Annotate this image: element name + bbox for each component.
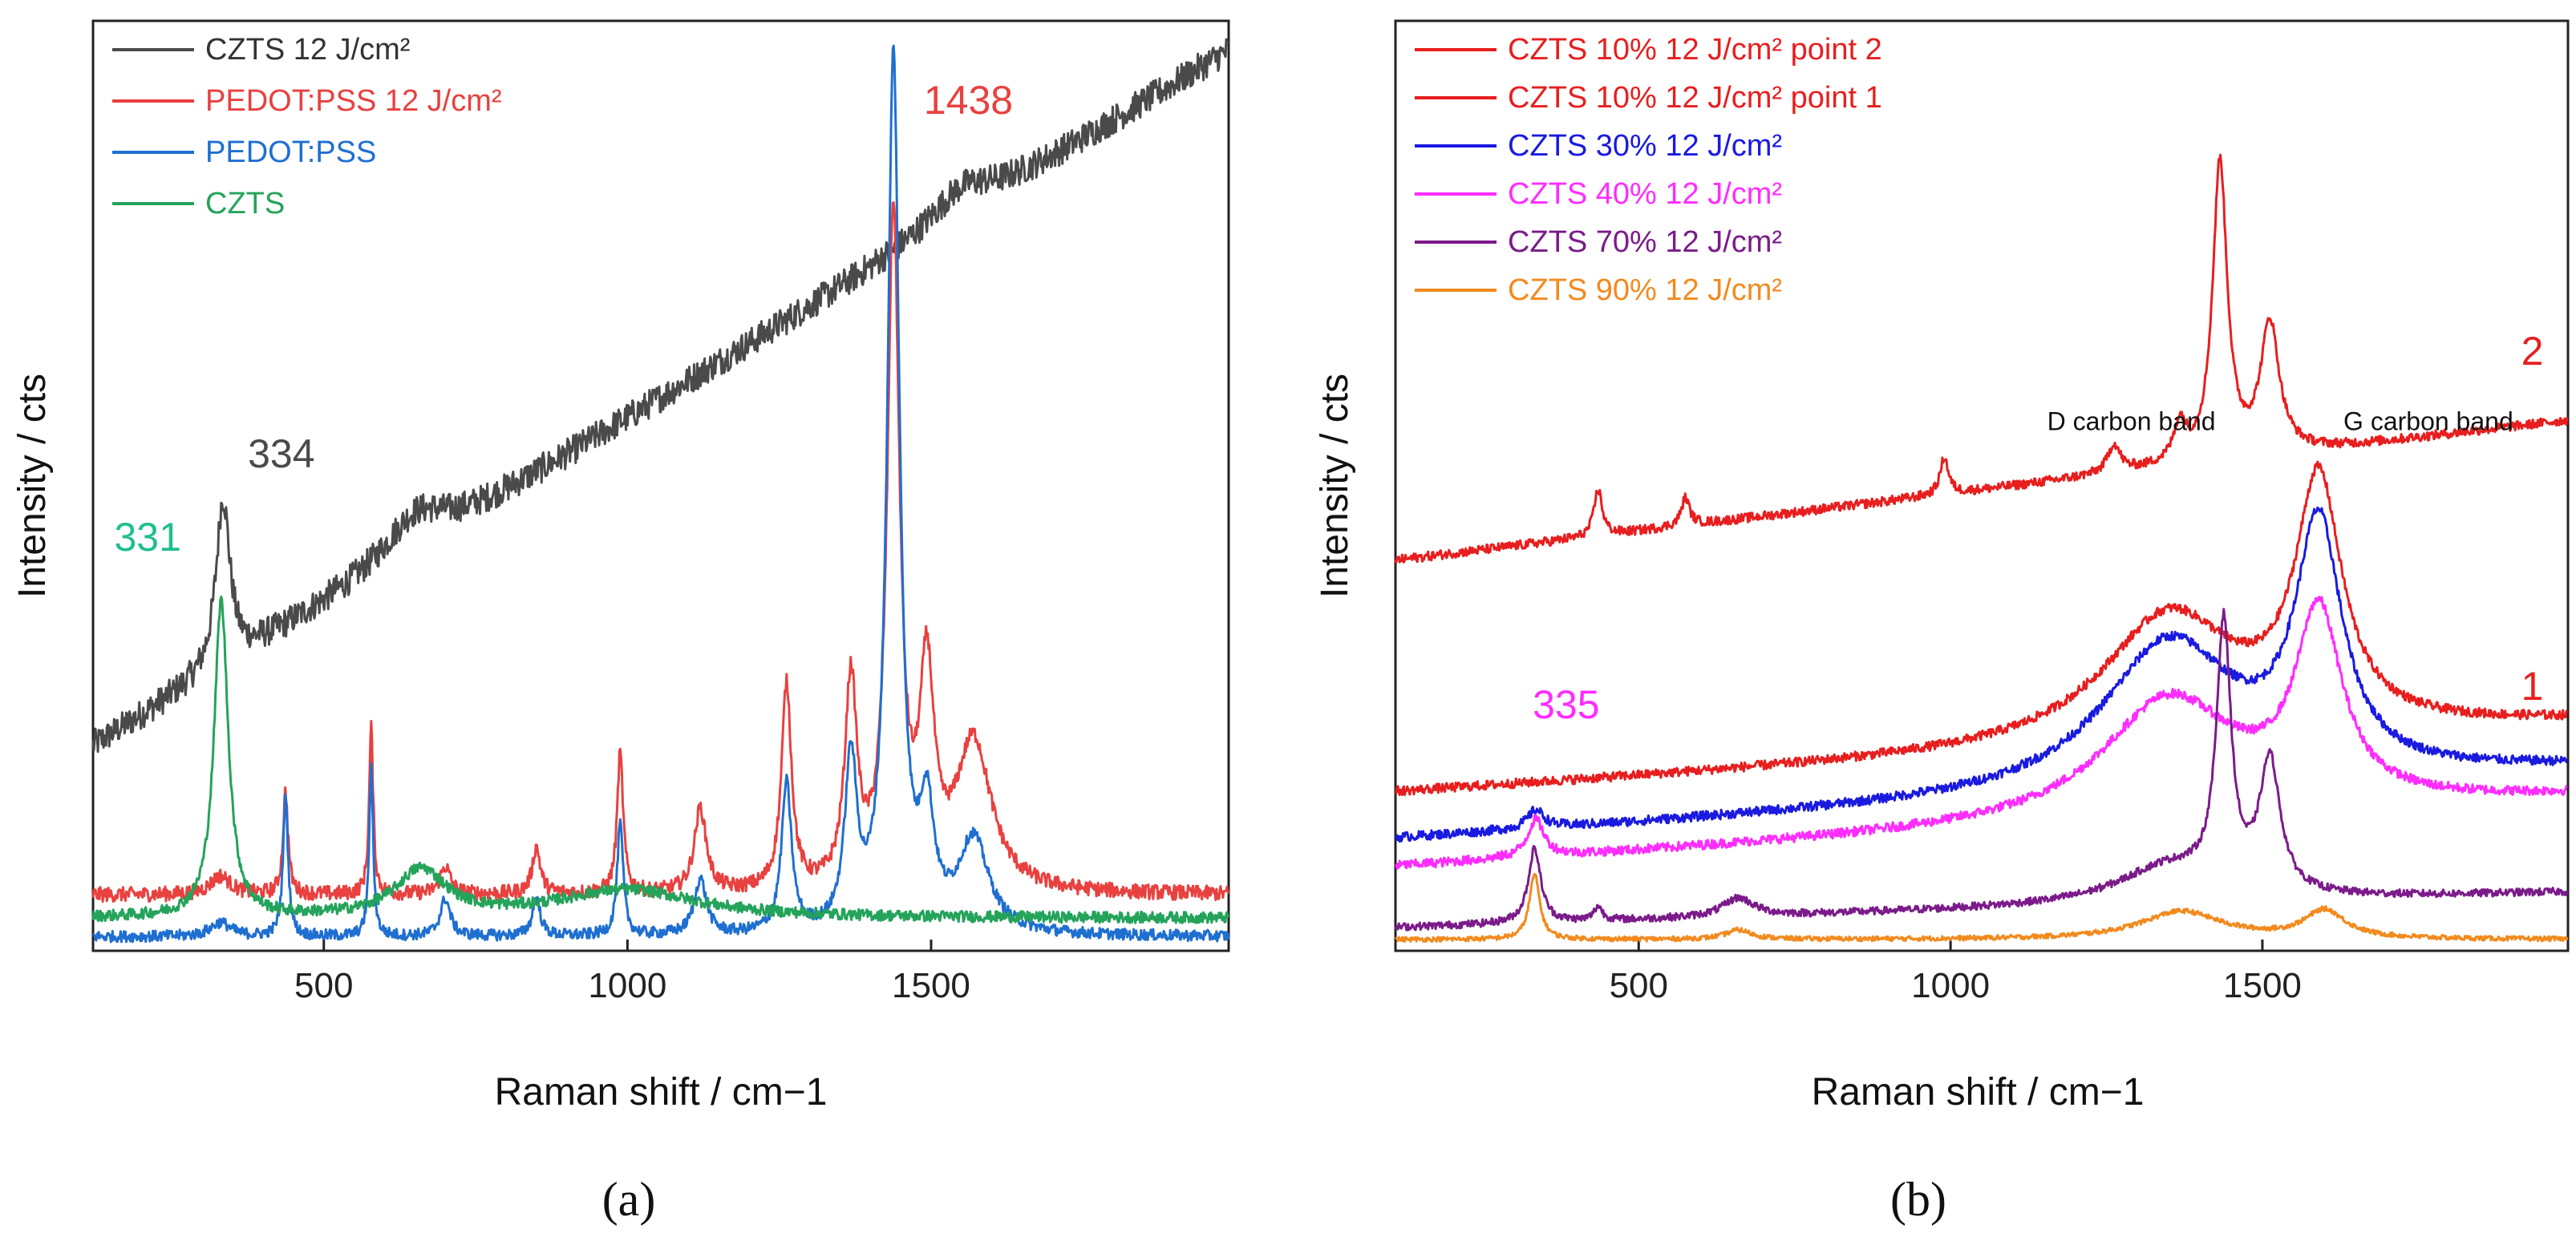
- x-tick-label: 1000: [588, 966, 666, 1005]
- annotation-label: 1438: [924, 78, 1013, 123]
- panel-a: 500 1000 1500 334 331 1438 CZTS 12 J/cm² PEDO…: [11, 19, 1230, 1226]
- panel-b: 500 1000 1500 335 2 1 D carbon band G carbon b…: [1314, 19, 2570, 1226]
- panel-b-ylabel: Intensity / cts: [1314, 374, 1356, 598]
- panel-b-plot-frame: [1394, 19, 2570, 952]
- series-line-2: [1394, 506, 2569, 843]
- x-tick-label: 1000: [1911, 966, 1990, 1005]
- series-line-5: [1394, 872, 2569, 943]
- panel-a-ylabel: Intensity / cts: [11, 374, 54, 598]
- legend-label: PEDOT:PSS 12 J/cm²: [205, 84, 502, 118]
- annotation-label: D carbon band: [2047, 406, 2216, 435]
- panel-b-xlabel: Raman shift / cm−1: [1812, 1071, 2145, 1114]
- legend-label: PEDOT:PSS: [205, 135, 376, 169]
- x-tick-label: 500: [294, 966, 353, 1005]
- legend-label: CZTS 90% 12 J/cm²: [1508, 273, 1782, 307]
- panel-b-annotations: 335 2 1 D carbon band G carbon band: [1533, 329, 2543, 727]
- series-line-3: [1395, 596, 2568, 870]
- legend-label: CZTS 12 J/cm²: [205, 33, 410, 67]
- panel-a-plot-frame: [91, 19, 1230, 952]
- panel-b-series: [1394, 153, 2569, 943]
- panel-a-annotations: 334 331 1438: [115, 78, 1014, 560]
- panel-b-label: (b): [1890, 1173, 1946, 1226]
- annotation-label: 2: [2521, 329, 2544, 374]
- series-line-0: [91, 38, 1230, 754]
- series-line-2: [92, 44, 1230, 944]
- x-tick-label: 1500: [2223, 966, 2302, 1005]
- series-line-0: [1394, 153, 2569, 564]
- annotation-label: 335: [1533, 682, 1599, 727]
- series-line-4: [1394, 608, 2569, 932]
- legend-label: CZTS 30% 12 J/cm²: [1508, 129, 1782, 163]
- panel-b-x-ticks: 500 1000 1500: [1610, 940, 2302, 1005]
- panel-a-label: (a): [602, 1173, 656, 1226]
- legend-label: CZTS 70% 12 J/cm²: [1508, 225, 1782, 259]
- legend-label: CZTS 10% 12 J/cm² point 2: [1508, 33, 1882, 67]
- legend-label: CZTS 40% 12 J/cm²: [1508, 177, 1782, 211]
- annotation-label: 334: [248, 431, 314, 476]
- panel-a-series: [91, 38, 1230, 944]
- annotation-label: 1: [2521, 664, 2544, 709]
- x-tick-label: 500: [1610, 966, 1668, 1005]
- panel-a-x-ticks: 500 1000 1500: [294, 940, 970, 1005]
- x-tick-label: 1500: [892, 966, 970, 1005]
- annotation-label: G carbon band: [2343, 406, 2513, 435]
- series-line-1: [1395, 460, 2569, 796]
- panel-a-xlabel: Raman shift / cm−1: [495, 1071, 828, 1114]
- panel-b-legend: CZTS 10% 12 J/cm² point 2 CZTS 10% 12 J/c…: [1415, 33, 1882, 307]
- annotation-label: 331: [115, 515, 181, 560]
- legend-label: CZTS: [205, 187, 285, 220]
- series-line-3: [91, 595, 1230, 924]
- legend-label: CZTS 10% 12 J/cm² point 1: [1508, 81, 1882, 115]
- panel-a-legend: CZTS 12 J/cm² PEDOT:PSS 12 J/cm² PEDOT:PSS…: [112, 33, 502, 220]
- series-line-1: [91, 201, 1230, 903]
